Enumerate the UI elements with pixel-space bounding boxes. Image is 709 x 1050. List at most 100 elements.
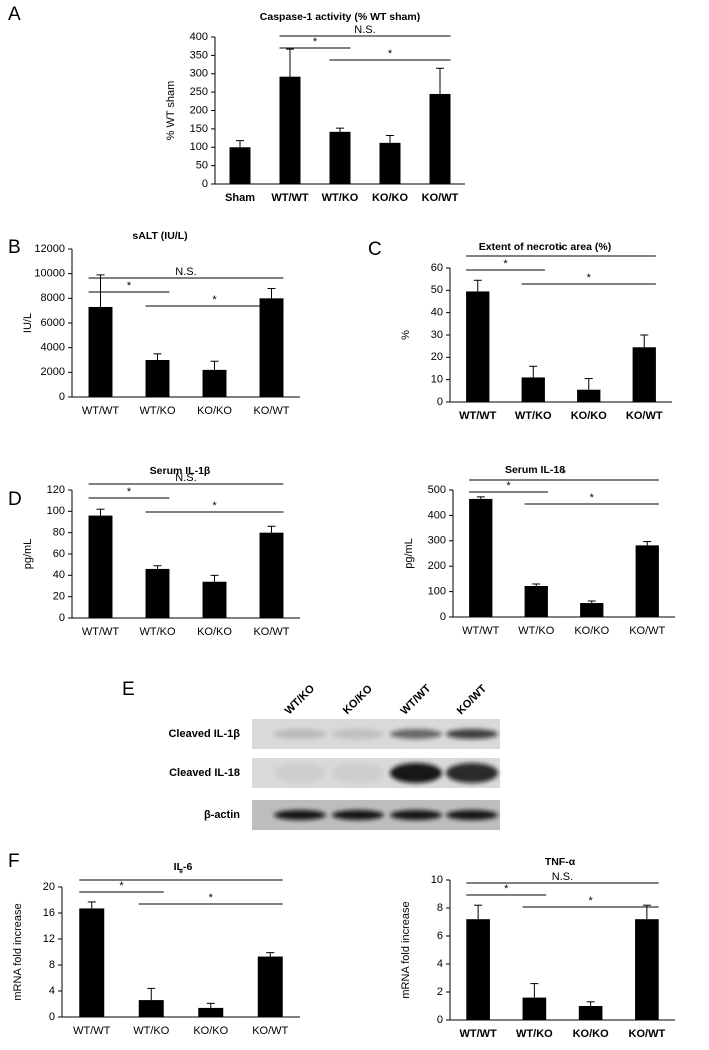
chart-title: Serum IL-18 xyxy=(505,464,565,476)
y-tick-label: 12000 xyxy=(34,243,65,255)
bar xyxy=(198,1007,224,1017)
y-tick-label: 60 xyxy=(431,262,443,274)
blot-band xyxy=(274,763,326,783)
significance-label: N.S. xyxy=(175,472,196,484)
y-axis-label: pg/mL xyxy=(22,539,34,570)
significance-label: * xyxy=(506,480,511,492)
x-tick-label: KO/KO xyxy=(571,410,608,422)
x-tick-label: KO/WT xyxy=(629,625,665,637)
bar xyxy=(580,603,604,617)
y-tick-label: 120 xyxy=(47,484,65,496)
bar xyxy=(379,142,401,184)
x-tick-label: KO/WT xyxy=(626,410,663,422)
x-tick-label: KO/WT xyxy=(252,1025,288,1037)
significance-label: * xyxy=(212,294,217,306)
row-label: Cleaved IL-1β xyxy=(168,728,240,740)
x-tick-label: KO/KO xyxy=(193,1025,228,1037)
y-tick-label: 0 xyxy=(59,612,65,624)
y-tick-label: 40 xyxy=(53,569,65,581)
chart-panel: Serum IL-18 pg/mL 0 100 200 300 400 500 WT/WT WT/… xyxy=(403,464,675,637)
blot-band xyxy=(332,729,384,739)
bar xyxy=(79,908,105,1017)
significance-label: * xyxy=(587,272,592,284)
x-tick-label: KO/KO xyxy=(372,192,409,204)
y-tick-label: 2000 xyxy=(41,366,65,378)
x-tick-label: WT/WT xyxy=(82,405,120,417)
bar xyxy=(521,377,545,402)
y-tick-label: 50 xyxy=(196,160,208,172)
y-tick-label: 40 xyxy=(431,307,443,319)
significance-label: * xyxy=(504,883,509,895)
bar xyxy=(577,389,601,402)
y-tick-label: 8 xyxy=(49,959,55,971)
lane-label: WT/WT xyxy=(399,682,434,717)
y-tick-label: 100 xyxy=(190,141,208,153)
row-label: Cleaved IL-18 xyxy=(169,767,240,779)
y-tick-label: 20 xyxy=(43,881,55,893)
significance-label: * xyxy=(590,492,595,504)
y-tick-label: 50 xyxy=(431,284,443,296)
chart-panel: Caspase-1 activity (% WT sham) A % WT sham… xyxy=(8,4,465,204)
y-tick-label: 8 xyxy=(437,902,443,914)
x-tick-label: WT/KO xyxy=(139,405,175,417)
chart-panel: Serum IL-1β Dpg/mL 0 20 40 60 80 100 120 WT/WT WT/… xyxy=(8,465,300,638)
y-tick-label: 400 xyxy=(190,31,208,43)
y-tick-label: 0 xyxy=(440,611,446,623)
y-tick-label: 30 xyxy=(431,329,443,341)
y-tick-label: 60 xyxy=(53,548,65,560)
significance-label: * xyxy=(209,892,214,904)
chart-panel: Extent of necrotic area (%) C% 0 10 20 30 40 50… xyxy=(368,239,672,422)
y-tick-label: 0 xyxy=(59,391,65,403)
bar xyxy=(578,1006,603,1020)
x-tick-label: WT/KO xyxy=(516,1028,553,1040)
y-tick-label: 250 xyxy=(190,86,208,98)
bar xyxy=(635,919,659,1020)
chart-panel: TNF-α mRNA fold increase 0 2 4 6 8 10 WT/WT WT/KO… xyxy=(400,856,675,1040)
y-tick-label: 6 xyxy=(437,930,443,942)
blot-band xyxy=(446,729,498,739)
chart-panel: sALT (IU/L) B IU/L 0 2000 4000 6000 8000 10000 12… xyxy=(8,230,300,417)
significance-label: * xyxy=(562,468,567,480)
chart-title: Serum IL-1β xyxy=(150,465,211,477)
chart-title: Caspase-1 activity (% WT sham) xyxy=(260,11,420,23)
x-tick-label: WT/KO xyxy=(139,626,175,638)
y-tick-label: 0 xyxy=(437,1014,443,1026)
chart-title: sALT (IU/L) xyxy=(132,230,187,242)
significance-label: * xyxy=(179,868,184,880)
x-tick-label: WT/KO xyxy=(518,625,554,637)
y-tick-label: 200 xyxy=(190,104,208,116)
y-tick-label: 20 xyxy=(53,591,65,603)
significance-label: * xyxy=(503,258,508,270)
y-tick-label: 4000 xyxy=(41,342,65,354)
x-tick-label: KO/KO xyxy=(574,625,609,637)
lane-label: WT/KO xyxy=(283,682,318,717)
y-tick-label: 0 xyxy=(49,1011,55,1023)
significance-label: * xyxy=(559,244,564,256)
row-label: β-actin xyxy=(204,809,240,821)
significance-label: N.S. xyxy=(175,266,196,278)
blot-band xyxy=(446,763,498,783)
blot-band xyxy=(390,763,442,783)
y-tick-label: 4 xyxy=(437,958,443,970)
x-tick-label: WT/KO xyxy=(133,1025,169,1037)
bar xyxy=(202,581,227,618)
y-axis-label: % WT sham xyxy=(165,81,177,141)
y-tick-label: 100 xyxy=(428,586,446,598)
y-tick-label: 400 xyxy=(428,509,446,521)
y-axis-label: IU/L xyxy=(22,313,34,333)
blot-band xyxy=(274,810,326,820)
chart-title: IL-6 xyxy=(174,861,193,873)
y-tick-label: 8000 xyxy=(41,292,65,304)
bar xyxy=(466,919,490,1020)
blot-band xyxy=(446,810,498,820)
x-tick-label: KO/WT xyxy=(253,626,289,638)
y-tick-label: 350 xyxy=(190,49,208,61)
y-tick-label: 2 xyxy=(437,986,443,998)
bar xyxy=(632,347,656,402)
x-tick-label: KO/KO xyxy=(197,405,232,417)
bar xyxy=(522,997,547,1020)
x-tick-label: WT/KO xyxy=(515,410,552,422)
bar xyxy=(88,306,113,397)
